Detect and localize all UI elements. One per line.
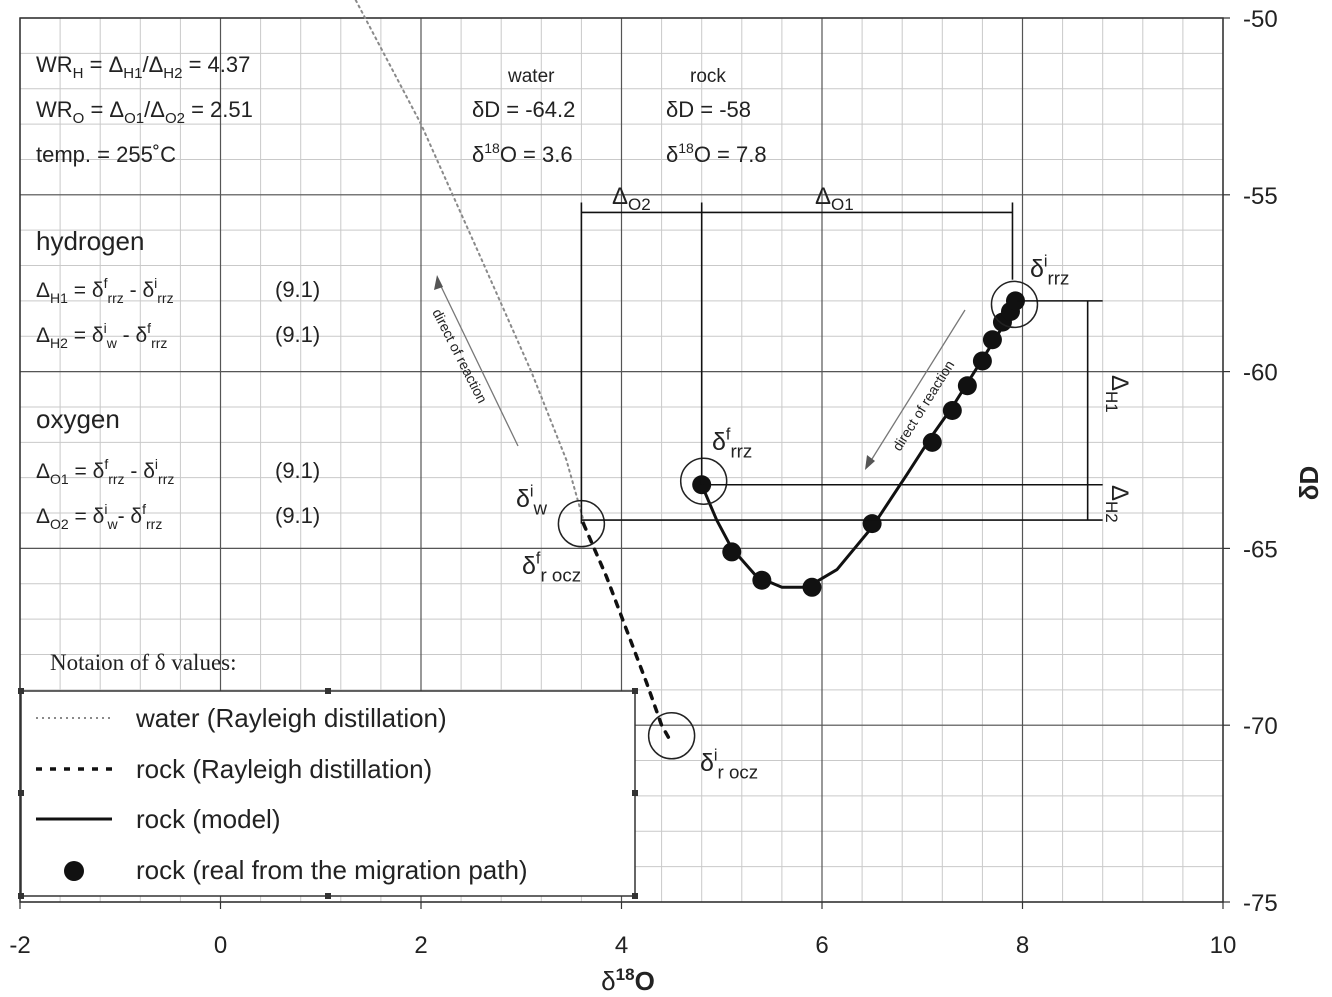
water-dD-value: δD = -64.2 bbox=[472, 97, 575, 122]
water-d18O-value: δ18O = 3.6 bbox=[472, 140, 573, 167]
legend-handle bbox=[632, 893, 638, 899]
series-line-dotted-gray bbox=[354, 0, 588, 532]
rock-sample-point bbox=[982, 330, 1002, 350]
y-tick-label: -60 bbox=[1243, 360, 1278, 387]
equation-h1-ref: (9.1) bbox=[275, 277, 320, 302]
equation-h2-ref: (9.1) bbox=[275, 322, 320, 347]
legend-handle bbox=[632, 790, 638, 796]
rock-sample-point bbox=[957, 376, 977, 396]
legend-label: rock (Rayleigh distillation) bbox=[136, 754, 432, 784]
label-delta-i-rrz: δirrz bbox=[1030, 253, 1069, 289]
x-tick-label: 6 bbox=[815, 932, 828, 959]
legend-handle bbox=[18, 893, 24, 899]
y-tick-label: -50 bbox=[1243, 6, 1278, 33]
water-heading: water bbox=[507, 66, 555, 87]
x-axis-label: δ18O bbox=[601, 965, 655, 996]
highlight-circle bbox=[679, 457, 728, 505]
reaction-arrow-rock bbox=[866, 309, 966, 468]
reaction-arrow-water bbox=[436, 277, 519, 447]
series-line-dashed-black bbox=[581, 521, 674, 745]
oxygen-title: oxygen bbox=[36, 404, 120, 434]
legend-label: rock (model) bbox=[136, 804, 280, 834]
x-tick-label: 2 bbox=[414, 932, 427, 959]
legend-title: Notaion of δ values: bbox=[50, 650, 237, 675]
x-tick-label: 8 bbox=[1016, 932, 1029, 959]
label-delta-f-rrz: δfrrz bbox=[712, 426, 752, 462]
delta-o2-label: ΔO2 bbox=[612, 183, 651, 214]
equation-o2-ref: (9.1) bbox=[275, 503, 320, 528]
legend-box bbox=[20, 690, 636, 897]
equation-o1-ref: (9.1) bbox=[275, 458, 320, 483]
rock-sample-point bbox=[1005, 291, 1025, 311]
x-tick-label: 0 bbox=[214, 932, 227, 959]
highlight-circle bbox=[990, 280, 1039, 329]
legend-handle bbox=[325, 688, 331, 694]
y-tick-label: -65 bbox=[1243, 536, 1278, 563]
rock-sample-point bbox=[802, 577, 822, 597]
wrh-formula: WRH = ΔH1/ΔH2 = 4.37 bbox=[36, 52, 250, 82]
y-axis-label: δD bbox=[1294, 466, 1324, 501]
rock-dD-value: δD = -58 bbox=[666, 97, 751, 122]
legend-label: water (Rayleigh distillation) bbox=[135, 703, 447, 733]
wro-formula: WRO = ΔO1/ΔO2 = 2.51 bbox=[36, 97, 253, 127]
info-block: WRH = ΔH1/ΔH2 = 4.37 WRO = ΔO1/ΔO2 = 2.5… bbox=[36, 52, 767, 532]
hydrogen-title: hydrogen bbox=[36, 226, 144, 256]
rock-sample-point bbox=[752, 570, 772, 590]
reaction-direction-label-water: direct of reaction bbox=[429, 306, 490, 405]
equation-h2: ΔH2 = δiw - δfrrz bbox=[36, 320, 167, 351]
highlight-circle bbox=[647, 712, 696, 760]
equation-h1: ΔH1 = δfrrz - δirrz bbox=[36, 275, 174, 306]
legend-handle bbox=[325, 893, 331, 899]
label-delta-i-w: δiw bbox=[516, 483, 548, 519]
reaction-arrowhead-water bbox=[434, 275, 443, 290]
x-tick-label: 10 bbox=[1210, 932, 1237, 959]
rock-sample-point bbox=[722, 542, 742, 562]
rock-sample-point bbox=[972, 351, 992, 371]
temperature-label: temp. = 255˚C bbox=[36, 142, 176, 167]
label-delta-f-r-ocz: δfr ocz bbox=[522, 550, 581, 586]
equation-o1: ΔO1 = δfrrz - δirrz bbox=[36, 456, 174, 487]
axis-ticks: -2 0 2 4 6 8 10 -50 -55 -60 -65 -70 -75 δ18O δD bbox=[9, 6, 1324, 996]
rock-sample-point bbox=[922, 432, 942, 452]
legend-handle bbox=[18, 688, 24, 694]
legend-handle bbox=[632, 688, 638, 694]
equation-o2: ΔO2 = δiw- δfrrz bbox=[36, 501, 162, 532]
y-tick-label: -70 bbox=[1243, 713, 1278, 740]
y-tick-label: -75 bbox=[1243, 890, 1278, 917]
legend-label: rock (real from the migration path) bbox=[136, 855, 528, 885]
x-tick-label: 4 bbox=[615, 932, 628, 959]
series-layer bbox=[354, 0, 1025, 745]
label-delta-i-r-ocz: δir ocz bbox=[700, 747, 758, 783]
delta-h2-label: ΔH2 bbox=[1102, 485, 1133, 523]
x-tick-label: -2 bbox=[9, 932, 30, 959]
delta-h1-label: ΔH1 bbox=[1102, 375, 1133, 413]
legend-handle bbox=[18, 790, 24, 796]
y-tick-label: -55 bbox=[1243, 183, 1278, 210]
rock-d18O-value: δ18O = 7.8 bbox=[666, 140, 767, 167]
legend: Notaion of δ values: water (Rayleigh dist… bbox=[18, 650, 638, 899]
rock-heading: rock bbox=[690, 66, 726, 87]
legend-swatch-dot bbox=[64, 861, 84, 881]
rock-sample-point bbox=[862, 514, 882, 534]
rock-sample-point bbox=[942, 400, 962, 420]
reaction-arrowhead-rock bbox=[865, 455, 875, 470]
delta-o1-label: ΔO1 bbox=[815, 183, 854, 214]
